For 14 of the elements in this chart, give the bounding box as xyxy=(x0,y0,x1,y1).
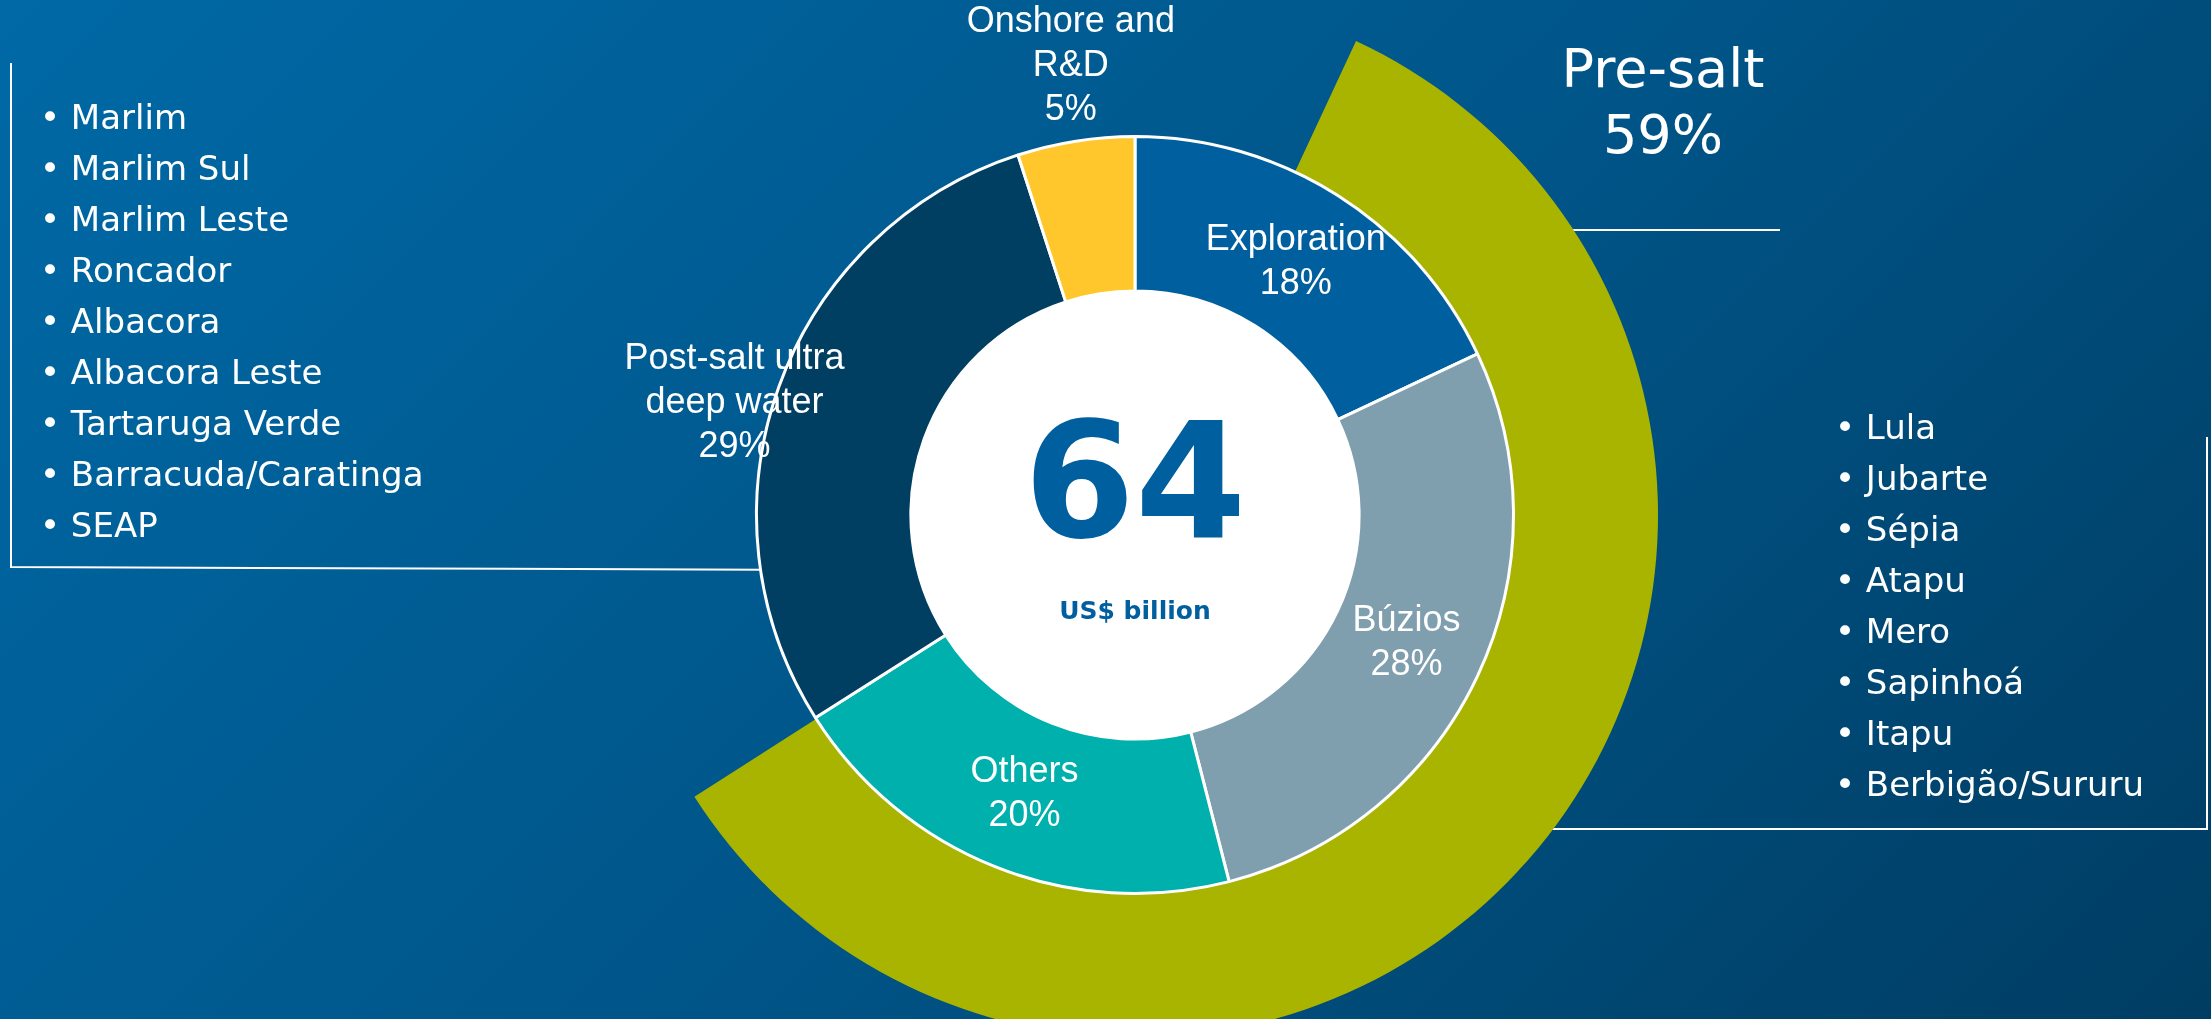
text: • Lula • Jubarte • Sépia • Atapu • Mero • Sapinhoá • Itapu • Berbigão/Sururu xyxy=(1835,406,2144,806)
slice-label: Others xyxy=(970,748,1079,790)
text: 64 xyxy=(1023,387,1247,575)
slice-label: Pre-salt xyxy=(1561,36,1765,100)
slice-label: Búzios xyxy=(1352,597,1461,639)
slice-label: Onshore and R&D xyxy=(966,0,1175,84)
slice-label: Exploration xyxy=(1205,216,1386,258)
text: US$ billion xyxy=(1059,595,1211,625)
data-label: 59% xyxy=(1602,102,1723,166)
data-label: 28% xyxy=(1370,641,1443,683)
text: • Marlim • Marlim Sul • Marlim Leste • Roncador • Albacora • Albacora Leste • Tartaruga Verde • Barracuda/Caratinga • SEAP xyxy=(40,97,424,545)
data-label: 5% xyxy=(1044,86,1097,128)
data-label: 18% xyxy=(1259,260,1332,302)
data-label: 20% xyxy=(988,792,1061,834)
